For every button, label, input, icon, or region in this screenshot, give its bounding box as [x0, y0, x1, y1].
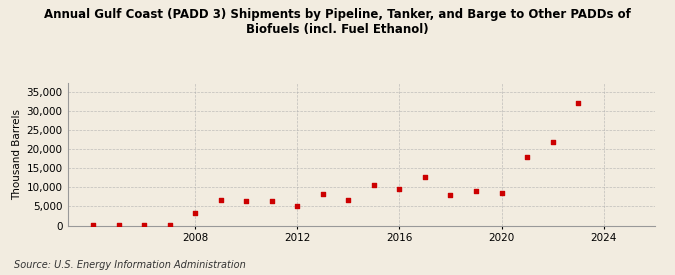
- Point: [292, 204, 302, 208]
- Point: [369, 183, 379, 188]
- Point: [445, 193, 456, 197]
- Point: [190, 211, 200, 216]
- Y-axis label: Thousand Barrels: Thousand Barrels: [12, 109, 22, 199]
- Point: [215, 197, 226, 202]
- Point: [343, 198, 354, 202]
- Point: [522, 155, 533, 159]
- Point: [470, 189, 481, 193]
- Text: Annual Gulf Coast (PADD 3) Shipments by Pipeline, Tanker, and Barge to Other PAD: Annual Gulf Coast (PADD 3) Shipments by …: [44, 8, 631, 36]
- Point: [496, 191, 507, 195]
- Point: [113, 222, 124, 227]
- Point: [241, 199, 252, 204]
- Point: [317, 192, 328, 196]
- Point: [267, 199, 277, 203]
- Point: [420, 175, 431, 179]
- Point: [88, 223, 99, 227]
- Point: [547, 139, 558, 144]
- Text: Source: U.S. Energy Information Administration: Source: U.S. Energy Information Administ…: [14, 260, 245, 270]
- Point: [394, 186, 405, 191]
- Point: [164, 223, 175, 227]
- Point: [138, 223, 149, 227]
- Point: [573, 101, 584, 106]
